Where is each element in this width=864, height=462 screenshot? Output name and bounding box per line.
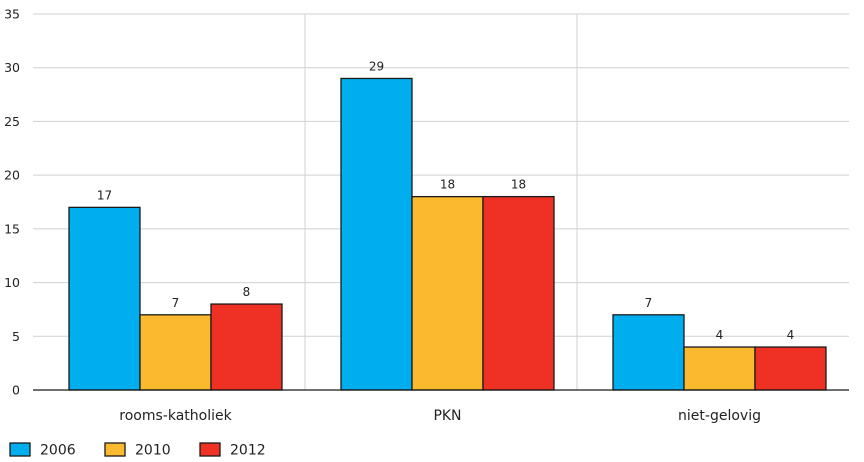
data-label: 18 [511,178,526,192]
bars [68,77,827,391]
bar-2010-PKN [411,195,484,391]
y-tick-label: 20 [4,168,20,183]
y-axis-ticks: 0 5 10 15 20 25 30 35 [4,7,20,398]
data-label: 4 [787,328,795,342]
bar-2006-PKN [340,77,413,391]
x-axis-categories: rooms-katholiek PKN niet-gelovig [119,408,761,424]
category-label: rooms-katholiek [119,408,232,424]
y-tick-label: 10 [4,275,20,290]
legend-label: 2012 [230,443,266,459]
bar-2006-niet-gelovig [612,314,685,391]
bar-2010-niet-gelovig [683,346,756,391]
bar-2012-PKN [482,195,555,391]
bar-2010-rooms-katholiek [139,314,212,391]
y-tick-label: 25 [4,114,20,129]
y-tick-label: 0 [12,383,20,398]
data-label: 8 [243,285,251,299]
data-label: 29 [369,59,384,73]
data-label: 18 [440,178,455,192]
legend: 2006 2010 2012 [9,442,266,459]
y-tick-label: 35 [4,7,20,22]
category-separators [304,14,578,390]
data-label: 7 [645,296,653,310]
legend-label: 2006 [40,443,76,459]
data-label: 17 [97,188,112,202]
data-label: 7 [172,296,180,310]
legend-label: 2010 [135,443,171,459]
legend-swatch-2010 [104,442,126,457]
bar-2012-niet-gelovig [754,346,827,391]
category-label: PKN [433,408,461,424]
y-tick-label: 30 [4,60,20,75]
data-labels: 17 7 8 29 18 18 7 4 4 [97,59,794,342]
data-label: 4 [716,328,724,342]
bar-2006-rooms-katholiek [68,206,141,391]
legend-swatch-2006 [9,442,31,457]
legend-swatch-2012 [199,442,221,457]
y-tick-label: 15 [4,221,20,236]
category-label: niet-gelovig [678,408,761,424]
bar-2012-rooms-katholiek [210,303,283,391]
y-tick-label: 5 [12,329,20,344]
